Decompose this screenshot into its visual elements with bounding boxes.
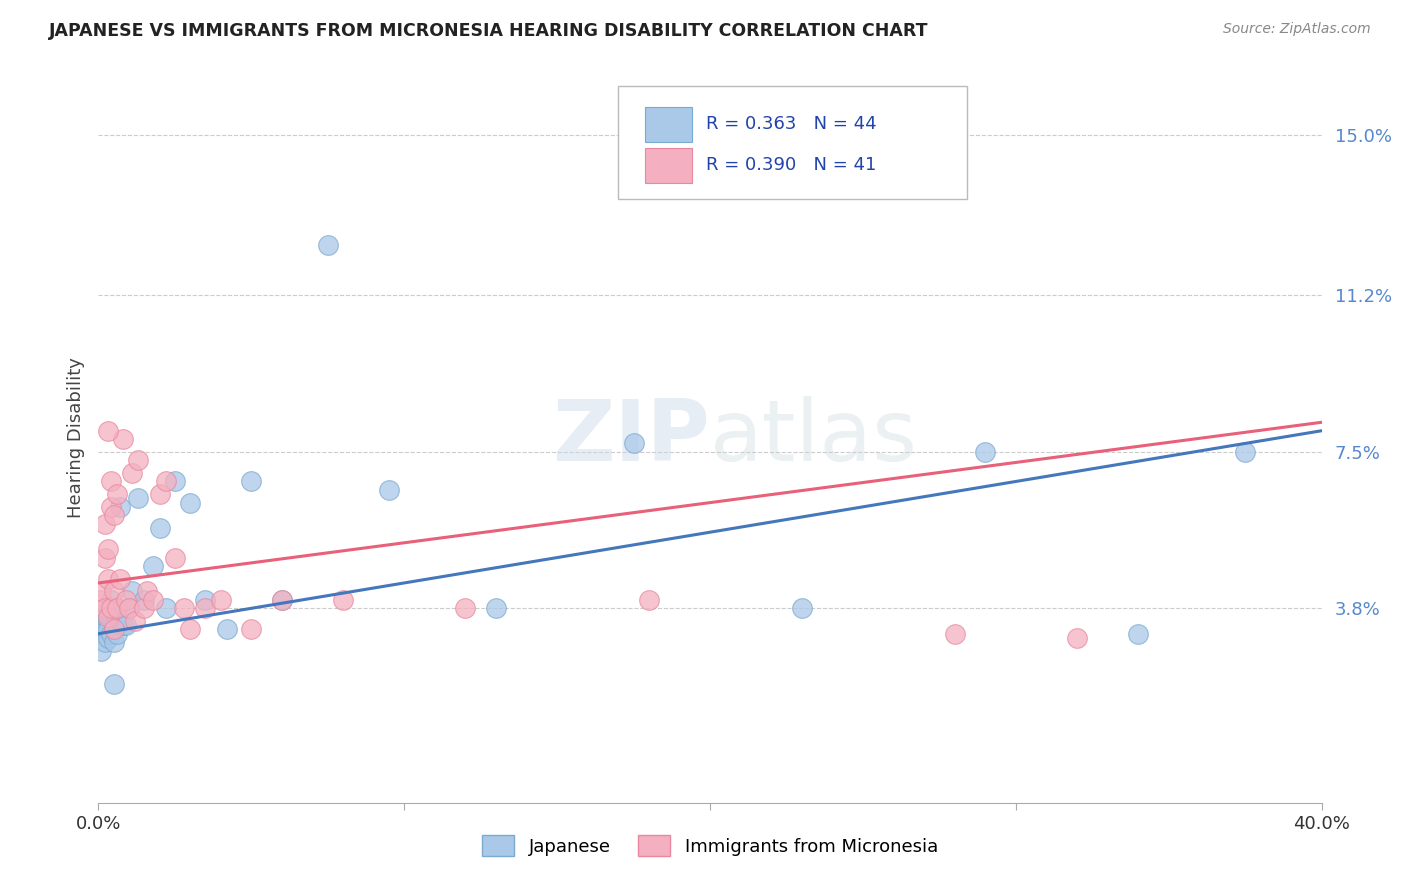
Point [97, 623, 120, 637]
Point [100, 592, 122, 607]
Point [90, 584, 112, 599]
Point [215, 623, 238, 637]
Point [103, 677, 125, 691]
Point [194, 592, 217, 607]
Point [974, 445, 997, 459]
Point [623, 436, 645, 450]
Point [115, 592, 138, 607]
Point [97, 572, 120, 586]
Point [173, 601, 195, 615]
Point [209, 592, 232, 607]
Point [90, 618, 112, 632]
Point [124, 614, 146, 628]
Point [270, 592, 292, 607]
Point [332, 592, 354, 607]
Point [93, 635, 115, 649]
Point [134, 592, 156, 607]
Point [108, 500, 131, 514]
Point [454, 601, 477, 615]
Point [163, 550, 186, 565]
Point [93, 516, 115, 531]
Point [108, 614, 131, 628]
Point [115, 618, 138, 632]
Point [127, 491, 149, 506]
Point [111, 618, 134, 632]
Text: atlas: atlas [710, 395, 918, 479]
FancyBboxPatch shape [619, 86, 967, 200]
Bar [645, 107, 692, 143]
Point [136, 584, 159, 599]
Point [111, 432, 134, 446]
Point [97, 601, 120, 615]
Point [142, 592, 165, 607]
Point [90, 626, 112, 640]
Point [121, 466, 143, 480]
Point [100, 500, 122, 514]
Point [943, 626, 966, 640]
Text: ZIP: ZIP [553, 395, 710, 479]
Point [1234, 445, 1257, 459]
Point [637, 592, 661, 607]
Point [97, 614, 120, 628]
Point [103, 584, 125, 599]
Point [121, 584, 143, 599]
Point [378, 483, 401, 497]
Point [155, 475, 177, 489]
Point [142, 559, 165, 574]
Text: R = 0.363   N = 44: R = 0.363 N = 44 [706, 115, 877, 133]
Point [93, 623, 115, 637]
Point [149, 521, 172, 535]
Point [105, 626, 128, 640]
Point [103, 508, 125, 523]
Point [1128, 626, 1150, 640]
Point [149, 487, 172, 501]
Text: JAPANESE VS IMMIGRANTS FROM MICRONESIA HEARING DISABILITY CORRELATION CHART: JAPANESE VS IMMIGRANTS FROM MICRONESIA H… [49, 22, 929, 40]
Point [97, 631, 120, 645]
Point [90, 592, 112, 607]
Point [194, 601, 217, 615]
Point [105, 487, 128, 501]
Point [100, 601, 122, 615]
Text: Source: ZipAtlas.com: Source: ZipAtlas.com [1223, 22, 1371, 37]
Point [103, 618, 125, 632]
Point [93, 601, 115, 615]
Point [97, 542, 120, 557]
Point [790, 601, 813, 615]
Point [179, 495, 201, 509]
Point [97, 424, 120, 438]
Point [1066, 631, 1088, 645]
Text: R = 0.390   N = 41: R = 0.390 N = 41 [706, 156, 877, 174]
Point [97, 609, 120, 624]
Point [240, 475, 263, 489]
Point [103, 623, 125, 637]
Point [240, 623, 263, 637]
Point [103, 635, 125, 649]
Point [179, 623, 201, 637]
Point [163, 475, 186, 489]
Point [485, 601, 508, 615]
Point [90, 643, 112, 657]
Point [118, 601, 141, 615]
Point [103, 606, 125, 620]
Point [155, 601, 177, 615]
Point [100, 626, 122, 640]
Point [93, 609, 115, 624]
Point [105, 601, 128, 615]
Point [108, 572, 131, 586]
Bar [645, 148, 692, 183]
Y-axis label: Hearing Disability: Hearing Disability [66, 357, 84, 517]
Point [270, 592, 292, 607]
Point [93, 550, 115, 565]
Point [127, 453, 149, 467]
Legend: Japanese, Immigrants from Micronesia: Japanese, Immigrants from Micronesia [475, 828, 945, 863]
Point [105, 601, 128, 615]
Point [118, 601, 141, 615]
Point [100, 475, 122, 489]
Point [316, 237, 339, 252]
Point [134, 601, 156, 615]
Point [100, 609, 122, 624]
